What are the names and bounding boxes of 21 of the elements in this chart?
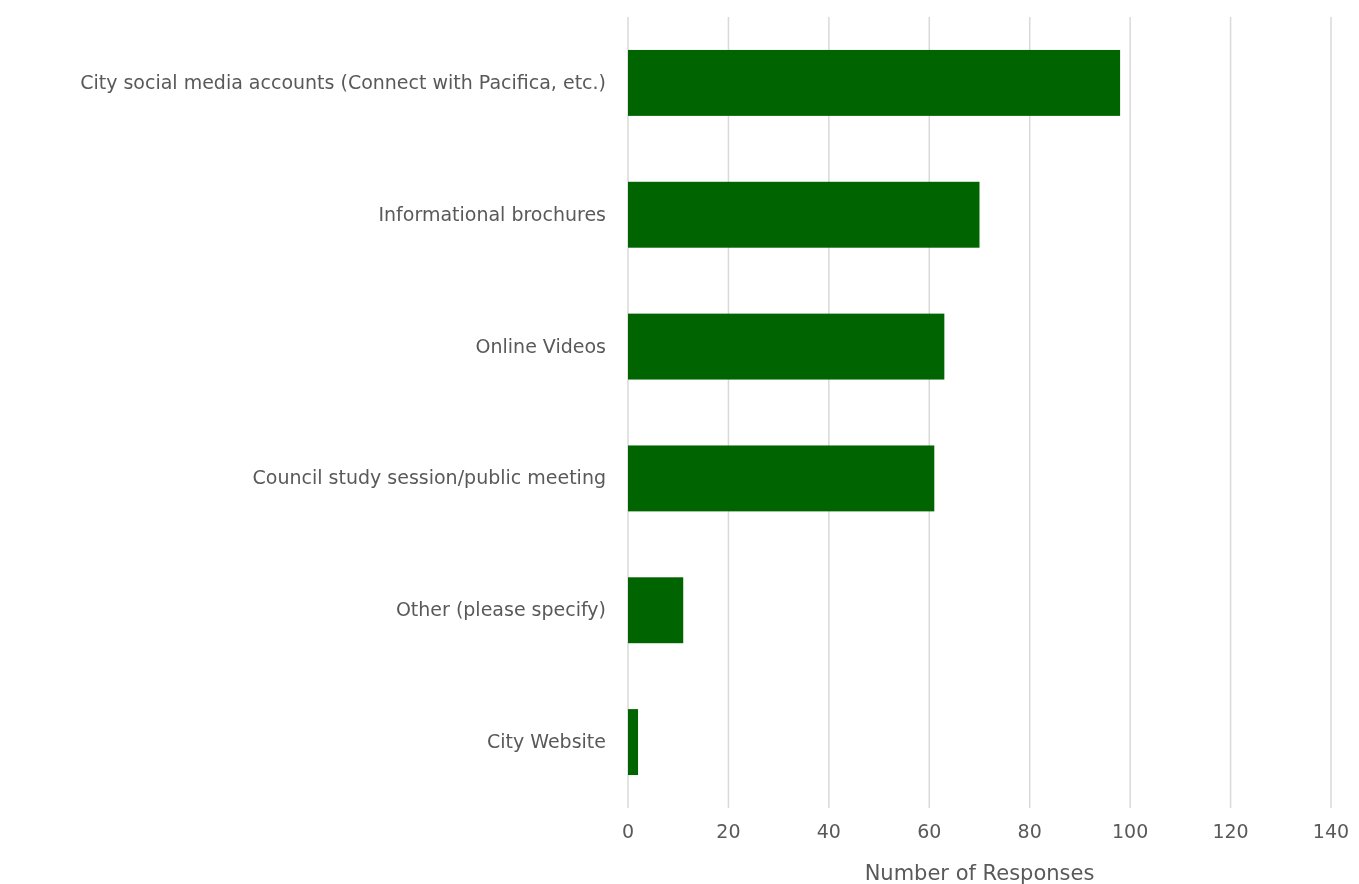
x-axis-title: Number of Responses bbox=[864, 861, 1095, 884]
y-tick-label: Council study session/public meeting bbox=[252, 465, 606, 488]
x-tick-label: 0 bbox=[621, 820, 635, 842]
x-tick-label: 60 bbox=[917, 820, 942, 842]
x-tick-label: 120 bbox=[1212, 820, 1249, 842]
x-tick-label: 140 bbox=[1312, 820, 1350, 842]
bar bbox=[628, 181, 980, 248]
x-tick-label: 20 bbox=[716, 820, 741, 842]
x-tick-label: 100 bbox=[1112, 820, 1149, 842]
bar bbox=[628, 49, 1121, 116]
y-tick-label: City social media accounts (Connect with Pacifica, etc.) bbox=[80, 70, 606, 93]
y-tick-label: Informational brochures bbox=[378, 202, 606, 225]
bar bbox=[628, 445, 935, 512]
x-tick-label: 80 bbox=[1017, 820, 1042, 842]
y-tick-label: Online Videos bbox=[475, 334, 606, 357]
bar bbox=[628, 577, 684, 644]
y-tick-label: City Website bbox=[486, 729, 606, 752]
bar bbox=[628, 313, 945, 380]
bar bbox=[628, 709, 639, 776]
x-tick-label: 40 bbox=[816, 820, 841, 842]
y-tick-label: Other (please specify) bbox=[395, 597, 606, 620]
